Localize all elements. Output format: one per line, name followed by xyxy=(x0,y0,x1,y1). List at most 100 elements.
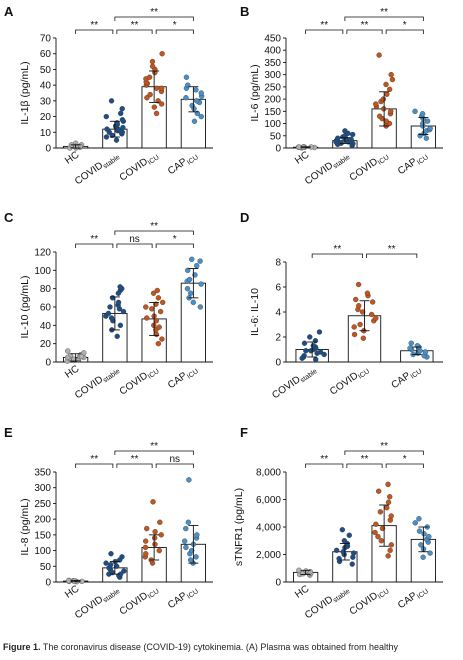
data-point xyxy=(117,322,124,329)
data-point xyxy=(300,144,307,150)
data-point xyxy=(312,338,319,344)
caption-label: Figure 1. xyxy=(3,642,41,652)
data-point xyxy=(342,128,348,134)
y-tick-label: 40 xyxy=(40,81,52,92)
data-point xyxy=(301,340,308,346)
data-point xyxy=(143,538,149,544)
data-point xyxy=(103,134,110,140)
data-point xyxy=(150,499,156,505)
data-point xyxy=(65,348,71,354)
significance-label: ** xyxy=(380,7,388,18)
panel-d: D 0 2 4 6 8 IL-6: IL-10 COVIDstable COVIDICU CAPI… xyxy=(240,210,443,402)
data-point xyxy=(152,529,158,535)
significance-label: ** xyxy=(150,441,158,452)
data-point xyxy=(389,76,396,83)
data-point xyxy=(105,310,112,317)
significance-label: ns xyxy=(129,234,140,245)
data-point xyxy=(388,71,394,78)
data-point xyxy=(375,488,382,494)
y-tick-label: 80 xyxy=(40,284,52,295)
y-tick-label: 120 xyxy=(34,248,51,259)
significance-label: ** xyxy=(90,234,98,245)
significance-label: ** xyxy=(150,221,158,232)
y-tick-label: 350 xyxy=(264,58,281,69)
data-point xyxy=(146,74,153,80)
significance-label: * xyxy=(403,454,407,465)
data-point xyxy=(333,139,339,145)
y-axis-label: IL-8 (pg/mL) xyxy=(19,498,31,555)
data-point xyxy=(142,544,149,551)
category-label: HC xyxy=(293,149,311,166)
data-point xyxy=(388,513,394,519)
significance-label: ** xyxy=(90,20,98,31)
significance-bracket xyxy=(385,463,424,468)
y-tick-label: 250 xyxy=(34,499,51,510)
y-tick-label: 6,000 xyxy=(256,495,281,506)
data-point xyxy=(387,547,393,554)
data-point xyxy=(373,101,379,107)
data-point xyxy=(333,547,340,554)
y-tick-label: 0 xyxy=(275,578,281,589)
y-tick-label: 40 xyxy=(40,321,52,332)
category-label: HC xyxy=(63,583,81,600)
data-point xyxy=(351,331,358,338)
category-label: COVIDICU xyxy=(328,363,371,398)
data-point xyxy=(186,276,193,283)
data-point xyxy=(351,324,357,330)
data-point xyxy=(187,290,194,296)
significance-label: ** xyxy=(380,441,388,452)
y-tick-label: 0 xyxy=(45,578,51,589)
data-point xyxy=(416,528,423,534)
data-point xyxy=(155,340,162,347)
data-point xyxy=(385,499,392,505)
significance-bracket xyxy=(305,463,344,468)
category-label: COVIDstable xyxy=(73,583,122,622)
y-tick-label: 350 xyxy=(34,468,51,479)
data-point xyxy=(156,547,162,554)
data-point xyxy=(360,335,367,341)
y-tick-label: 100 xyxy=(264,119,281,130)
data-point xyxy=(151,535,158,541)
y-tick-label: 10 xyxy=(40,128,52,139)
data-point xyxy=(160,299,166,306)
data-point xyxy=(198,281,204,287)
y-tick-label: 8,000 xyxy=(256,468,281,479)
category-label: COVIDstable xyxy=(270,363,319,402)
data-point xyxy=(385,553,391,559)
data-point xyxy=(144,315,150,321)
category-label: COVIDstable xyxy=(303,583,352,622)
significance-bracket xyxy=(346,29,383,34)
data-point xyxy=(423,135,430,141)
y-tick-label: 300 xyxy=(264,70,281,81)
data-point xyxy=(380,96,387,102)
y-tick-label: 450 xyxy=(264,34,281,45)
y-tick-label: 200 xyxy=(34,515,51,526)
data-point xyxy=(155,295,162,301)
data-point xyxy=(103,113,109,120)
y-tick-label: 400 xyxy=(264,46,281,57)
significance-bracket xyxy=(155,29,194,34)
data-point xyxy=(159,85,165,91)
data-point xyxy=(350,131,356,138)
y-tick-label: 6 xyxy=(275,283,281,294)
y-tick-label: 150 xyxy=(34,530,51,541)
data-point xyxy=(186,477,192,483)
data-point xyxy=(118,110,124,117)
data-point xyxy=(183,544,189,551)
data-point xyxy=(346,532,352,538)
significance-label: ** xyxy=(131,20,139,31)
data-point xyxy=(153,110,160,117)
figure-caption: Figure 1. The coronavirus disease (COVID… xyxy=(3,641,463,660)
y-tick-label: 0 xyxy=(45,144,51,155)
data-point xyxy=(193,98,200,104)
data-point xyxy=(181,538,188,544)
data-point xyxy=(144,525,150,532)
y-tick-label: 30 xyxy=(40,96,52,107)
data-point xyxy=(120,124,126,131)
data-point xyxy=(373,521,379,527)
y-tick-label: 2,000 xyxy=(256,550,281,561)
data-point xyxy=(115,299,122,306)
data-point xyxy=(187,557,194,563)
data-point xyxy=(407,345,413,351)
data-point xyxy=(300,571,306,577)
